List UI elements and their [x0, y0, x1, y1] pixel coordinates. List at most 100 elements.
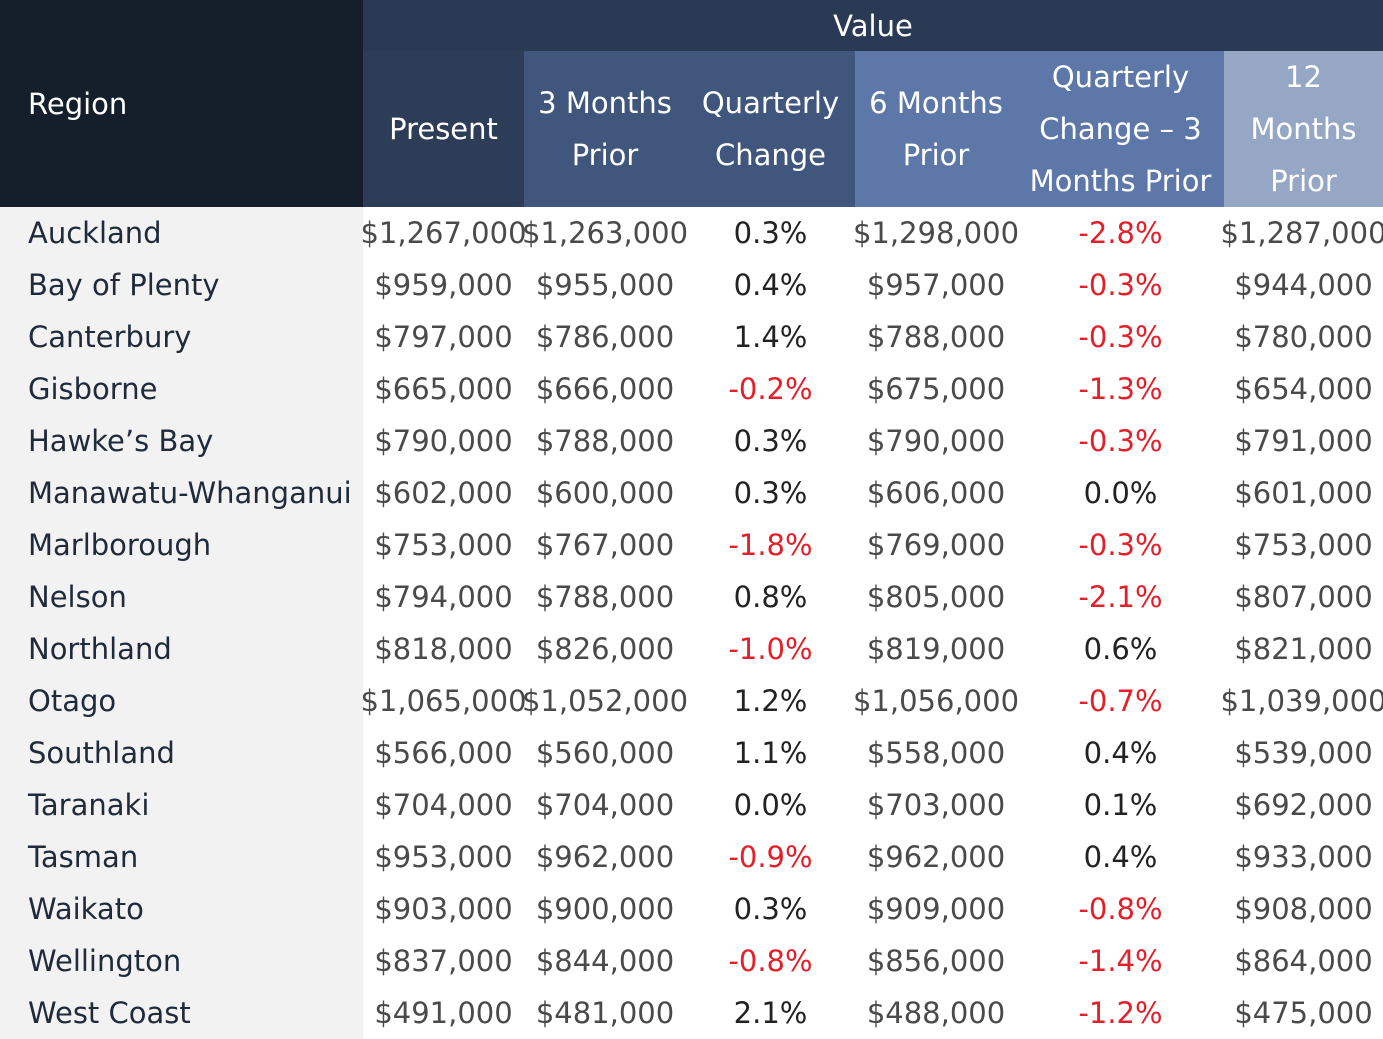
12-months-prior-value-cell: $864,000: [1234, 944, 1373, 978]
6-months-prior-value-cell: $790,000: [866, 424, 1006, 458]
quarterly-change-3-months-prior-cell: -1.3%: [1078, 372, 1163, 406]
12-months-prior-value-cell: $821,000: [1234, 632, 1373, 666]
quarterly-change-cell: 0.3%: [733, 424, 808, 458]
6-months-prior-value-cell: $819,000: [866, 632, 1006, 666]
3-months-prior-value-cell: $962,000: [535, 840, 675, 874]
quarterly-change-3-months-prior-cell: 0.1%: [1083, 788, 1158, 822]
present-value-cell: $959,000: [374, 268, 513, 302]
6-months-prior-value-cell: $856,000: [866, 944, 1006, 978]
region-cell: Manawatu-Whanganui: [0, 467, 363, 519]
quarterly-change-3-months-prior-cell: -0.7%: [1078, 684, 1163, 718]
6-months-prior-value-cell: $488,000: [866, 996, 1006, 1030]
quarterly-change-3-months-prior-cell: -1.4%: [1078, 944, 1163, 978]
12-months-prior-value-cell: $654,000: [1234, 372, 1373, 406]
12-months-prior-value-cell: $1,287,000: [1220, 216, 1383, 250]
quarterly-change-3-months-prior-cell: -0.3%: [1078, 528, 1163, 562]
present-value-cell: $797,000: [374, 320, 513, 354]
12-months-prior-value-cell: $753,000: [1234, 528, 1373, 562]
quarterly-change-cell: 1.2%: [733, 684, 808, 718]
3-months-prior-value-cell: $826,000: [535, 632, 675, 666]
region-cell: Hawke’s Bay: [0, 415, 363, 467]
region-cell: Northland: [0, 623, 363, 675]
region-cell: Taranaki: [0, 779, 363, 831]
present-value-cell: $903,000: [374, 892, 513, 926]
6-months-prior-value-cell: $606,000: [866, 476, 1006, 510]
quarterly-change-3-months-prior-cell: -0.8%: [1078, 892, 1163, 926]
quarterly-change-cell: -0.9%: [728, 840, 813, 874]
region-cell: Wellington: [0, 935, 363, 987]
3-months-prior-value-cell: $560,000: [535, 736, 675, 770]
value-group-header: Value: [363, 0, 1383, 51]
region-cell: Bay of Plenty: [0, 259, 363, 311]
quarterly-change-cell: 0.4%: [733, 268, 808, 302]
12-months-prior-value-cell: $944,000: [1234, 268, 1373, 302]
quarterly-change-3-months-prior-cell: -0.3%: [1078, 320, 1163, 354]
quarterly-change-cell: 2.1%: [733, 996, 808, 1030]
3-months-prior-value-cell: $900,000: [535, 892, 675, 926]
quarterly-change-3-months-prior-cell: 0.6%: [1083, 632, 1158, 666]
6-months-prior-value-cell: $675,000: [866, 372, 1006, 406]
12-months-prior-value-cell: $692,000: [1234, 788, 1373, 822]
region-cell: Southland: [0, 727, 363, 779]
3-months-prior-value-cell: $955,000: [535, 268, 675, 302]
12-months-prior-value-cell: $601,000: [1234, 476, 1373, 510]
12-months-prior-value-cell: $780,000: [1234, 320, 1373, 354]
6-months-prior-value-cell: $1,056,000: [852, 684, 1020, 718]
6-months-prior-value-cell: $957,000: [866, 268, 1006, 302]
3-months-prior-value-cell: $788,000: [535, 424, 675, 458]
3-months-prior-value-cell: $666,000: [535, 372, 675, 406]
3-months-prior-value-cell: $704,000: [535, 788, 675, 822]
quarterly-change-3-months-prior-cell: 0.4%: [1083, 840, 1158, 874]
region-cell: Nelson: [0, 571, 363, 623]
column-header-3-months-prior: 3 Months Prior: [524, 51, 686, 207]
region-cell: Canterbury: [0, 311, 363, 363]
6-months-prior-value-cell: $788,000: [866, 320, 1006, 354]
present-value-cell: $1,065,000: [360, 684, 527, 718]
region-cell: Auckland: [0, 207, 363, 259]
3-months-prior-value-cell: $481,000: [535, 996, 675, 1030]
quarterly-change-3-months-prior-cell: 0.4%: [1083, 736, 1158, 770]
present-value-cell: $837,000: [374, 944, 513, 978]
present-value-cell: $1,267,000: [360, 216, 527, 250]
3-months-prior-value-cell: $600,000: [535, 476, 675, 510]
6-months-prior-value-cell: $558,000: [866, 736, 1006, 770]
quarterly-change-cell: -1.8%: [728, 528, 813, 562]
quarterly-change-cell: 1.4%: [733, 320, 808, 354]
6-months-prior-value-cell: $1,298,000: [852, 216, 1020, 250]
6-months-prior-value-cell: $909,000: [866, 892, 1006, 926]
column-header-quarterly-change: Quarterly Change: [686, 51, 855, 207]
region-cell: Waikato: [0, 883, 363, 935]
present-value-cell: $953,000: [374, 840, 513, 874]
12-months-prior-value-cell: $539,000: [1234, 736, 1373, 770]
present-value-cell: $753,000: [374, 528, 513, 562]
3-months-prior-value-cell: $844,000: [535, 944, 675, 978]
region-cell: Gisborne: [0, 363, 363, 415]
quarterly-change-3-months-prior-cell: 0.0%: [1083, 476, 1158, 510]
region-header: Region: [0, 0, 363, 207]
3-months-prior-value-cell: $788,000: [535, 580, 675, 614]
6-months-prior-value-cell: $962,000: [866, 840, 1006, 874]
present-value-cell: $794,000: [374, 580, 513, 614]
12-months-prior-value-cell: $475,000: [1234, 996, 1373, 1030]
quarterly-change-cell: 0.8%: [733, 580, 808, 614]
region-cell: Tasman: [0, 831, 363, 883]
region-cell: Marlborough: [0, 519, 363, 571]
present-value-cell: $790,000: [374, 424, 513, 458]
quarterly-change-3-months-prior-cell: -2.1%: [1078, 580, 1163, 614]
column-header-12-months-prior: 12 Months Prior: [1224, 51, 1383, 207]
quarterly-change-3-months-prior-cell: -2.8%: [1078, 216, 1163, 250]
12-months-prior-value-cell: $791,000: [1234, 424, 1373, 458]
column-header-present: Present: [363, 51, 524, 207]
3-months-prior-value-cell: $786,000: [535, 320, 675, 354]
12-months-prior-value-cell: $908,000: [1234, 892, 1373, 926]
3-months-prior-value-cell: $1,263,000: [521, 216, 689, 250]
region-cell: Otago: [0, 675, 363, 727]
12-months-prior-value-cell: $1,039,000: [1220, 684, 1383, 718]
quarterly-change-cell: 0.3%: [733, 892, 808, 926]
present-value-cell: $491,000: [374, 996, 513, 1030]
quarterly-change-cell: -0.2%: [728, 372, 813, 406]
present-value-cell: $602,000: [374, 476, 513, 510]
column-header-quarterly-change-3-months-prior: Quarterly Change – 3 Months Prior: [1017, 51, 1224, 207]
present-value-cell: $566,000: [374, 736, 513, 770]
